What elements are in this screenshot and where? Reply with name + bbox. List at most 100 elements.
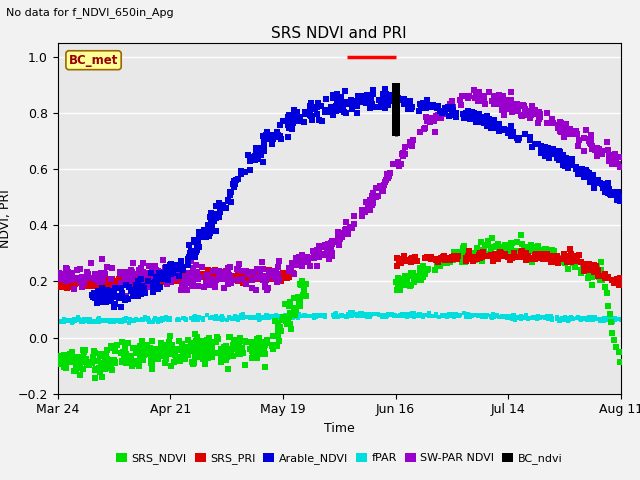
- Point: [263, 284, 273, 291]
- Point: [230, 312, 240, 320]
- Point: [376, 313, 387, 321]
- Point: [503, 129, 513, 137]
- Point: [136, 290, 147, 298]
- Point: [454, 252, 464, 259]
- Point: [250, 313, 260, 321]
- Point: [291, 261, 301, 269]
- Point: [120, 296, 130, 304]
- Point: [84, 278, 95, 286]
- Point: [76, 317, 86, 324]
- Point: [94, 318, 104, 326]
- Point: [451, 109, 461, 117]
- Point: [461, 254, 471, 262]
- Point: [133, 292, 143, 300]
- Point: [460, 258, 470, 266]
- Point: [516, 240, 527, 248]
- Point: [175, 275, 185, 282]
- Point: [357, 309, 367, 317]
- Point: [469, 253, 479, 261]
- Point: [428, 102, 438, 110]
- Point: [565, 161, 575, 168]
- Point: [110, 277, 120, 285]
- Point: [405, 257, 415, 264]
- Point: [461, 311, 472, 319]
- Point: [611, 192, 621, 199]
- Point: [63, 268, 73, 276]
- Point: [419, 311, 429, 319]
- Point: [587, 144, 597, 151]
- Point: [276, 271, 287, 279]
- Point: [228, 183, 239, 191]
- Point: [191, 268, 202, 276]
- Point: [472, 255, 482, 263]
- Point: [191, 347, 201, 354]
- Title: SRS NDVI and PRI: SRS NDVI and PRI: [271, 25, 407, 41]
- Point: [164, 348, 174, 356]
- Point: [148, 318, 158, 325]
- Point: [521, 249, 531, 257]
- Point: [475, 94, 485, 102]
- Point: [194, 232, 204, 240]
- Point: [138, 346, 148, 353]
- Point: [211, 313, 221, 321]
- Point: [484, 120, 495, 128]
- Point: [493, 252, 503, 260]
- Point: [67, 317, 77, 325]
- Point: [448, 256, 458, 264]
- Point: [590, 313, 600, 321]
- Point: [554, 121, 564, 129]
- Point: [133, 316, 143, 324]
- Point: [81, 356, 92, 363]
- Point: [268, 345, 278, 353]
- Point: [459, 114, 469, 121]
- Point: [291, 116, 301, 123]
- Point: [524, 255, 534, 263]
- Point: [72, 316, 82, 324]
- Point: [97, 255, 107, 263]
- Point: [185, 249, 195, 257]
- Point: [236, 312, 246, 320]
- Point: [506, 252, 516, 259]
- Point: [476, 94, 486, 102]
- Point: [474, 116, 484, 123]
- Point: [188, 277, 198, 285]
- Point: [406, 255, 416, 263]
- Point: [561, 315, 571, 323]
- Point: [598, 316, 609, 324]
- Point: [106, 276, 116, 284]
- Point: [480, 241, 490, 249]
- Point: [454, 248, 464, 256]
- Point: [364, 312, 374, 319]
- Point: [184, 269, 194, 277]
- Point: [406, 142, 416, 149]
- Point: [416, 272, 426, 280]
- Point: [477, 117, 487, 124]
- Point: [560, 257, 570, 265]
- Point: [204, 225, 214, 232]
- Point: [84, 318, 95, 325]
- Point: [332, 93, 342, 101]
- Point: [58, 356, 68, 364]
- Point: [540, 314, 550, 322]
- Point: [420, 113, 431, 121]
- Point: [518, 253, 528, 261]
- Point: [112, 341, 122, 349]
- Point: [134, 358, 145, 365]
- Point: [262, 129, 273, 136]
- Point: [465, 253, 476, 261]
- Point: [367, 201, 377, 208]
- Point: [228, 275, 239, 283]
- Point: [612, 196, 622, 204]
- Point: [486, 312, 496, 320]
- Point: [175, 274, 186, 281]
- Point: [141, 276, 151, 283]
- Point: [284, 313, 294, 321]
- Point: [123, 295, 133, 303]
- Point: [600, 189, 610, 196]
- Point: [294, 300, 304, 308]
- Point: [390, 87, 401, 95]
- Point: [609, 280, 619, 288]
- Point: [198, 314, 208, 322]
- Point: [559, 251, 570, 258]
- Point: [337, 229, 348, 237]
